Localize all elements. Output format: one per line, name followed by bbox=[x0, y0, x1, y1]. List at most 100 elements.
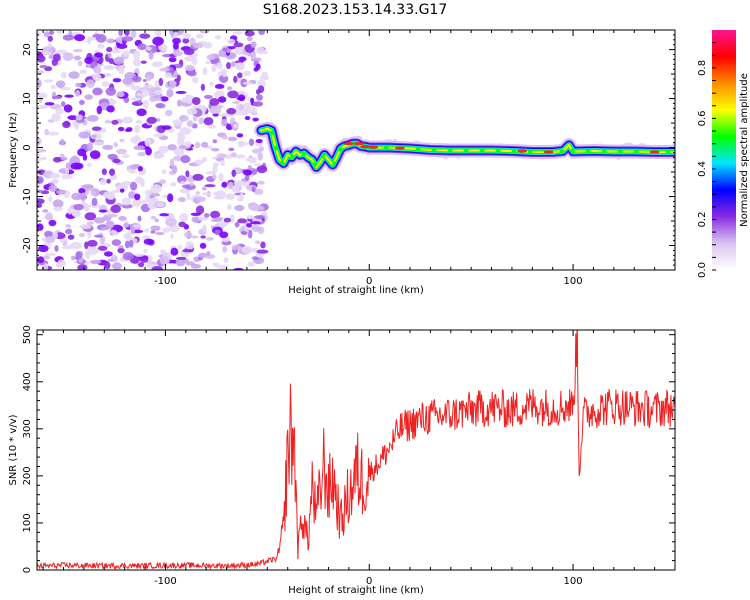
y-tick-label: 20 bbox=[22, 43, 33, 56]
noise-speck bbox=[153, 133, 164, 138]
noise-speck bbox=[246, 97, 252, 101]
noise-speck bbox=[218, 96, 227, 103]
noise-speck bbox=[47, 131, 59, 136]
noise-speck bbox=[192, 173, 204, 181]
noise-speck bbox=[203, 41, 213, 49]
noise-speck bbox=[231, 169, 237, 177]
noise-speck bbox=[154, 218, 160, 223]
noise-speck bbox=[64, 94, 74, 98]
noise-speck bbox=[77, 264, 88, 270]
noise-speck bbox=[39, 64, 48, 69]
noise-speck bbox=[118, 65, 125, 75]
noise-speck bbox=[219, 74, 229, 83]
noise-speck bbox=[233, 75, 238, 84]
noise-speck bbox=[221, 134, 228, 140]
noise-speck bbox=[93, 217, 105, 224]
noise-speck bbox=[87, 239, 98, 248]
noise-speck bbox=[171, 165, 178, 174]
noise-speck bbox=[227, 136, 238, 142]
noise-speck bbox=[257, 152, 264, 161]
colorbar-fill bbox=[712, 30, 736, 270]
noise-speck bbox=[130, 30, 137, 39]
noise-speck bbox=[221, 118, 228, 127]
noise-speck bbox=[237, 218, 247, 224]
noise-speck bbox=[173, 31, 179, 39]
noise-speck bbox=[242, 169, 253, 176]
noise-speck bbox=[159, 213, 170, 217]
y-tick-label: 0 bbox=[22, 567, 33, 573]
noise-speck bbox=[226, 86, 233, 91]
noise-speck bbox=[169, 234, 175, 239]
noise-speck bbox=[159, 249, 167, 255]
noise-speck bbox=[140, 60, 147, 64]
noise-speck bbox=[205, 60, 212, 65]
noise-speck bbox=[241, 231, 248, 235]
noise-speck bbox=[162, 227, 171, 233]
noise-speck bbox=[103, 261, 111, 270]
noise-speck bbox=[228, 147, 235, 152]
noise-speck bbox=[189, 37, 196, 46]
noise-speck bbox=[190, 263, 202, 269]
noise-speck bbox=[106, 38, 116, 44]
noise-speck bbox=[254, 215, 265, 220]
spectrogram-frame bbox=[36, 29, 676, 271]
noise-speck bbox=[205, 171, 217, 175]
noise-speck bbox=[50, 84, 56, 90]
noise-speck bbox=[150, 215, 157, 220]
noise-speck bbox=[168, 224, 180, 233]
noise-speck bbox=[49, 172, 61, 179]
noise-speck bbox=[149, 87, 162, 91]
noise-speck bbox=[141, 199, 148, 204]
noise-speck bbox=[108, 98, 114, 103]
snr-frame bbox=[36, 329, 676, 571]
noise-speck bbox=[131, 75, 142, 83]
noise-speck bbox=[137, 151, 146, 157]
noise-speck bbox=[210, 210, 221, 219]
noise-speck bbox=[175, 90, 187, 95]
noise-speck bbox=[251, 224, 260, 232]
noise-speck bbox=[212, 162, 220, 167]
noise-speck bbox=[248, 138, 255, 147]
noise-speck bbox=[170, 182, 177, 187]
noise-speck bbox=[140, 258, 149, 263]
noise-speck bbox=[150, 193, 161, 197]
noise-speck bbox=[119, 188, 125, 193]
noise-speck bbox=[92, 141, 105, 146]
noise-speck bbox=[199, 242, 207, 249]
noise-speck bbox=[133, 145, 145, 151]
noise-speck bbox=[94, 52, 104, 58]
colorbar-tick-label: 0.0 bbox=[697, 262, 708, 278]
noise-speck bbox=[191, 96, 201, 106]
noise-speck bbox=[71, 192, 83, 201]
noise-speck bbox=[253, 188, 264, 195]
noise-speck bbox=[262, 211, 268, 216]
noise-speck bbox=[75, 82, 82, 87]
noise-speck bbox=[165, 217, 177, 227]
noise-speck bbox=[143, 238, 154, 245]
noise-speck bbox=[185, 170, 190, 178]
noise-speck bbox=[237, 90, 246, 95]
noise-speck bbox=[212, 139, 217, 144]
noise-speck bbox=[133, 224, 142, 228]
noise-speck bbox=[235, 103, 240, 112]
noise-speck bbox=[111, 189, 121, 194]
noise-speck bbox=[132, 57, 141, 67]
noise-speck bbox=[168, 57, 177, 63]
noise-speck bbox=[214, 229, 221, 236]
noise-speck bbox=[186, 192, 191, 201]
noise-speck bbox=[201, 141, 209, 148]
noise-speck bbox=[62, 52, 74, 61]
noise-speck bbox=[204, 213, 210, 218]
noise-speck bbox=[204, 184, 216, 188]
noise-speck bbox=[137, 215, 142, 222]
noise-speck bbox=[151, 61, 163, 68]
noise-speck bbox=[172, 119, 184, 127]
noise-speck bbox=[55, 108, 64, 115]
noise-speck bbox=[132, 50, 141, 59]
noise-speck bbox=[130, 136, 142, 144]
ridge-peak bbox=[368, 145, 379, 149]
noise-speck bbox=[184, 231, 193, 238]
noise-speck bbox=[61, 174, 73, 180]
noise-speck bbox=[241, 246, 253, 254]
noise-speck bbox=[191, 76, 199, 84]
